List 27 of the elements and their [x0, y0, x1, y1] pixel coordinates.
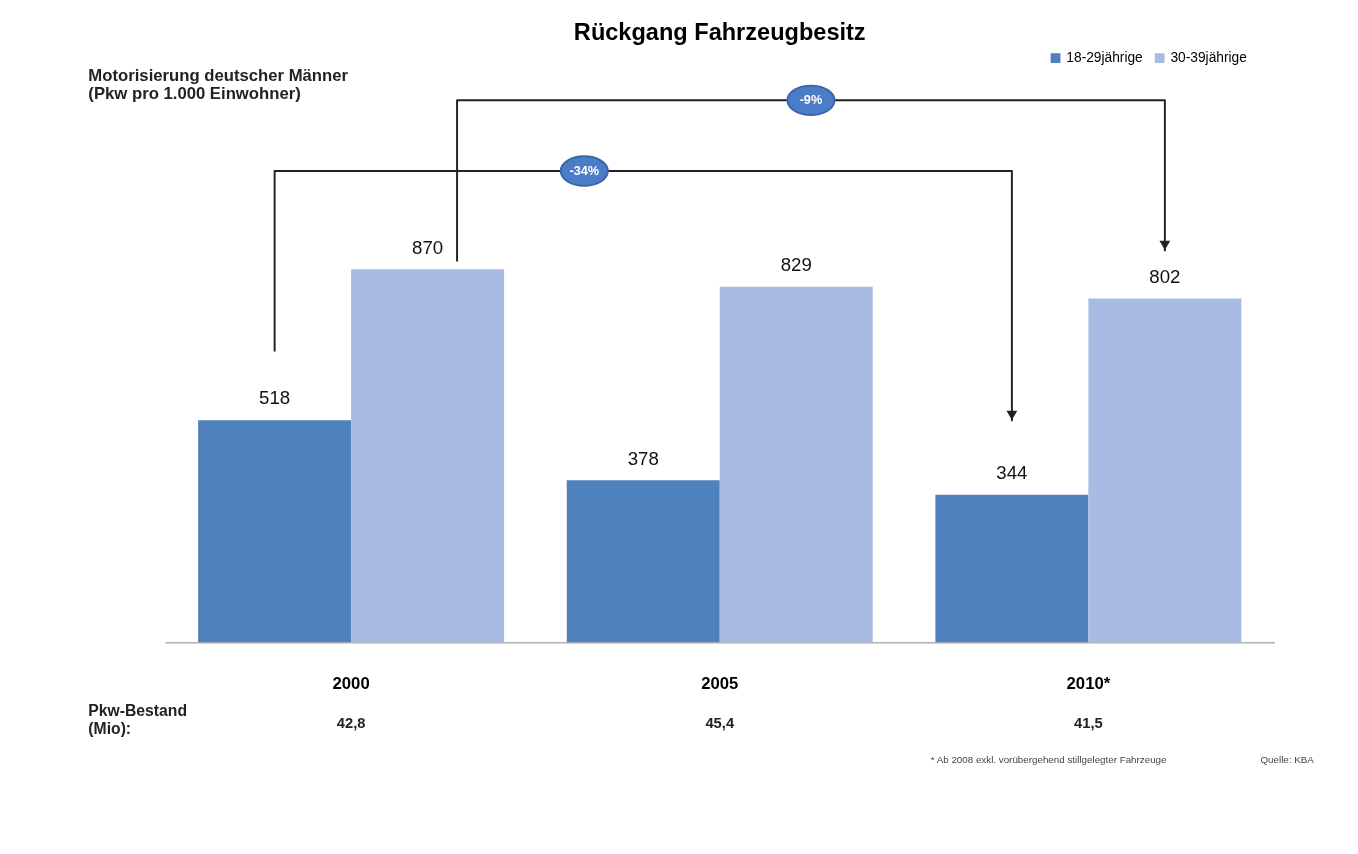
legend-label: 18-29jährige — [1066, 50, 1144, 66]
text: -9% — [799, 92, 823, 108]
chart-title: Rückgang Fahrzeugbesitz — [573, 19, 866, 46]
data-label: 829 — [780, 254, 812, 276]
bar — [351, 269, 505, 643]
bar — [935, 494, 1089, 643]
text: -34% — [569, 162, 600, 178]
x-tick-label: 2010* — [1066, 674, 1111, 694]
text: 45,4 — [705, 714, 735, 731]
legend-label: 30-39jährige — [1170, 50, 1248, 66]
data-label: 870 — [412, 236, 444, 258]
data-label: 344 — [996, 462, 1028, 484]
bar — [198, 420, 352, 643]
bar — [719, 286, 873, 643]
x-tick-label: 2005 — [701, 674, 739, 694]
data-label: 378 — [627, 447, 659, 469]
text: 41,5 — [1074, 714, 1103, 731]
text: * Ab 2008 exkl. vorübergehend stillgelegter Fahrzeuge — [930, 754, 1168, 766]
text: Motorisierung deutscher Männer (Pkw pro 1.000 Einwohner) — [88, 65, 349, 104]
source-note: Quelle: KBA — [1260, 754, 1315, 766]
data-label: 802 — [1149, 265, 1181, 287]
bar — [566, 480, 720, 643]
text: 42,8 — [336, 714, 366, 731]
x-tick-label: 2000 — [332, 674, 370, 694]
text: Pkw-Bestand (Mio): — [88, 702, 187, 737]
bar — [1088, 298, 1242, 643]
data-label: 518 — [259, 387, 291, 409]
